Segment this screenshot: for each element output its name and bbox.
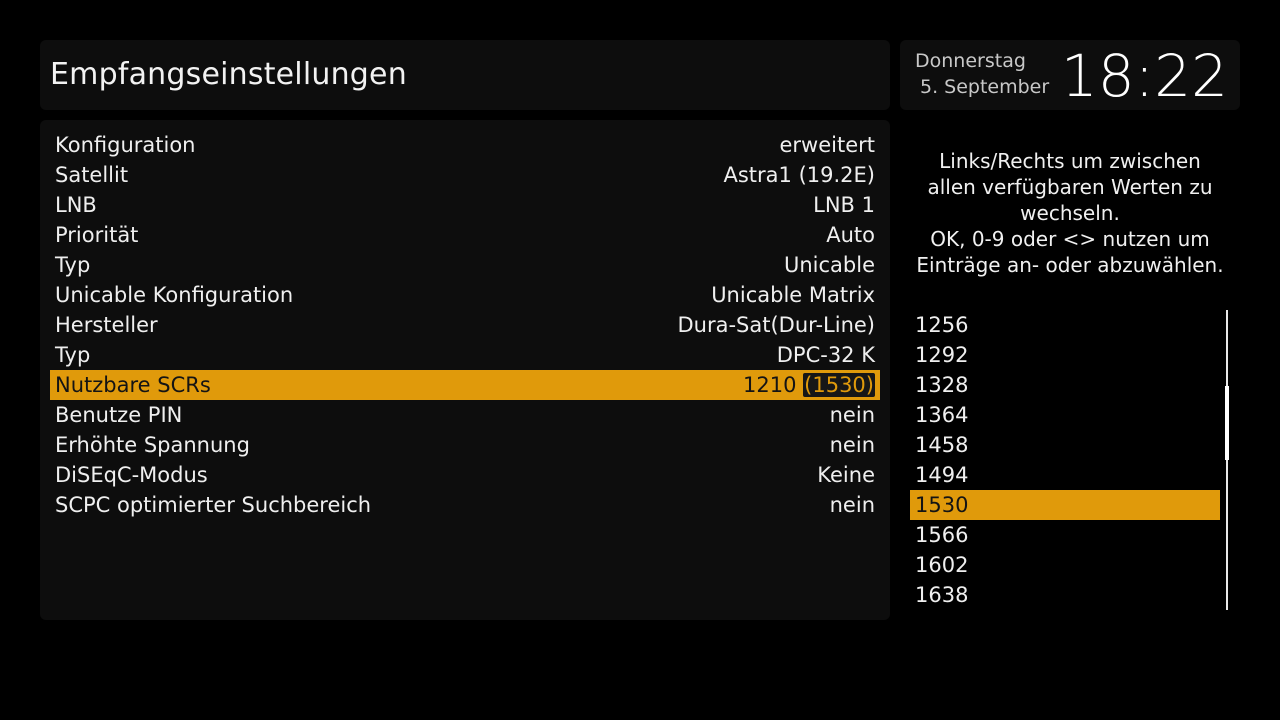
setting-label: Benutze PIN xyxy=(55,403,183,427)
setting-value: Unicable xyxy=(783,253,875,277)
scr-list-item[interactable]: 1638 xyxy=(915,583,969,607)
setting-value: nein xyxy=(829,433,875,457)
setting-value: Dura-Sat(Dur-Line) xyxy=(677,313,876,337)
setting-row-typ-model[interactable]: Typ DPC-32 K xyxy=(50,340,880,370)
setting-label: Unicable Konfiguration xyxy=(55,283,294,307)
setting-value-highlight: (1530) xyxy=(803,373,875,397)
setting-value-main: 1210 xyxy=(743,373,797,397)
setting-label: Priorität xyxy=(55,223,139,247)
scr-list-item[interactable]: 1602 xyxy=(915,553,969,577)
setting-value: Unicable Matrix xyxy=(711,283,875,307)
scrollbar-thumb[interactable] xyxy=(1225,386,1229,460)
scr-list-item[interactable]: 1328 xyxy=(915,373,969,397)
setting-value: Astra1 (19.2E) xyxy=(723,163,876,187)
setting-row-satellit[interactable]: Satellit Astra1 (19.2E) xyxy=(50,160,880,190)
clock-panel: Donnerstag 5. September 18:22 xyxy=(900,40,1240,110)
setting-value: nein xyxy=(829,403,875,427)
help-line: OK, 0-9 oder <> nutzen um xyxy=(930,227,1210,251)
help-line: Links/Rechts um zwischen xyxy=(939,149,1201,173)
setting-row-diseqc-modus[interactable]: DiSEqC-Modus Keine xyxy=(50,460,880,490)
title-panel: Empfangseinstellungen xyxy=(40,40,890,110)
scr-list-item[interactable]: 1256 xyxy=(915,313,969,337)
date-label: 5. September xyxy=(920,76,1050,98)
help-line: Einträge an- oder abzuwählen. xyxy=(916,253,1224,277)
setting-value: 1210 (1530) xyxy=(743,370,875,400)
scr-selection-list[interactable]: 1256 1292 1328 1364 1458 1494 1530 1566 … xyxy=(910,310,1220,610)
setting-value: Keine xyxy=(817,463,875,487)
setting-row-konfiguration[interactable]: Konfiguration erweitert xyxy=(50,130,880,160)
setting-value: DPC-32 K xyxy=(776,343,875,367)
help-line: allen verfügbaren Werten zu xyxy=(927,175,1213,199)
setting-row-typ[interactable]: Typ Unicable xyxy=(50,250,880,280)
setting-value: LNB 1 xyxy=(813,193,875,217)
clock-time: 18:22 xyxy=(1060,42,1228,110)
setting-label: LNB xyxy=(55,193,97,217)
setting-value: Auto xyxy=(826,223,875,247)
setting-label: Typ xyxy=(55,343,91,367)
setting-row-scpc-suchbereich[interactable]: SCPC optimierter Suchbereich nein xyxy=(50,490,880,520)
setting-label: Typ xyxy=(55,253,91,277)
scrollbar-track[interactable] xyxy=(1226,310,1228,610)
scr-list-item[interactable]: 1292 xyxy=(915,343,969,367)
setting-label: Satellit xyxy=(55,163,129,187)
setting-label: DiSEqC-Modus xyxy=(55,463,208,487)
scr-list-item[interactable]: 1566 xyxy=(915,523,969,547)
scr-list-item-selected[interactable]: 1530 xyxy=(910,490,1220,520)
setting-label: Erhöhte Spannung xyxy=(55,433,250,457)
settings-panel: Konfiguration erweitert Satellit Astra1 … xyxy=(40,120,890,620)
help-line: wechseln. xyxy=(1020,201,1120,225)
setting-row-benutze-pin[interactable]: Benutze PIN nein xyxy=(50,400,880,430)
scr-list-item[interactable]: 1364 xyxy=(915,403,969,427)
setting-label: Konfiguration xyxy=(55,133,196,157)
setting-label: Nutzbare SCRs xyxy=(55,373,211,397)
settings-list: Konfiguration erweitert Satellit Astra1 … xyxy=(50,130,880,520)
setting-label: Hersteller xyxy=(55,313,158,337)
setting-value: erweitert xyxy=(779,133,875,157)
setting-row-nutzbare-scrs[interactable]: Nutzbare SCRs 1210 (1530) xyxy=(50,370,880,400)
setting-row-hersteller[interactable]: Hersteller Dura-Sat(Dur-Line) xyxy=(50,310,880,340)
setting-value: nein xyxy=(829,493,875,517)
setting-row-unicable-konfiguration[interactable]: Unicable Konfiguration Unicable Matrix xyxy=(50,280,880,310)
setting-label: SCPC optimierter Suchbereich xyxy=(55,493,372,517)
scr-list-item[interactable]: 1458 xyxy=(915,433,969,457)
setting-row-erhoehte-spannung[interactable]: Erhöhte Spannung nein xyxy=(50,430,880,460)
weekday-label: Donnerstag xyxy=(915,50,1026,72)
setting-row-lnb[interactable]: LNB LNB 1 xyxy=(50,190,880,220)
setting-row-prioritaet[interactable]: Priorität Auto xyxy=(50,220,880,250)
help-text: Links/Rechts um zwischen allen verfügbar… xyxy=(900,148,1240,278)
scr-list-item[interactable]: 1494 xyxy=(915,463,969,487)
page-title: Empfangseinstellungen xyxy=(50,57,407,92)
